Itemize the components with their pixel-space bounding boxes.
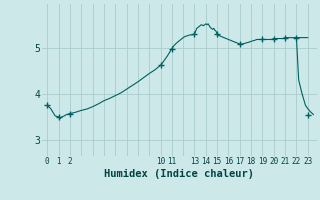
X-axis label: Humidex (Indice chaleur): Humidex (Indice chaleur) (104, 169, 254, 179)
